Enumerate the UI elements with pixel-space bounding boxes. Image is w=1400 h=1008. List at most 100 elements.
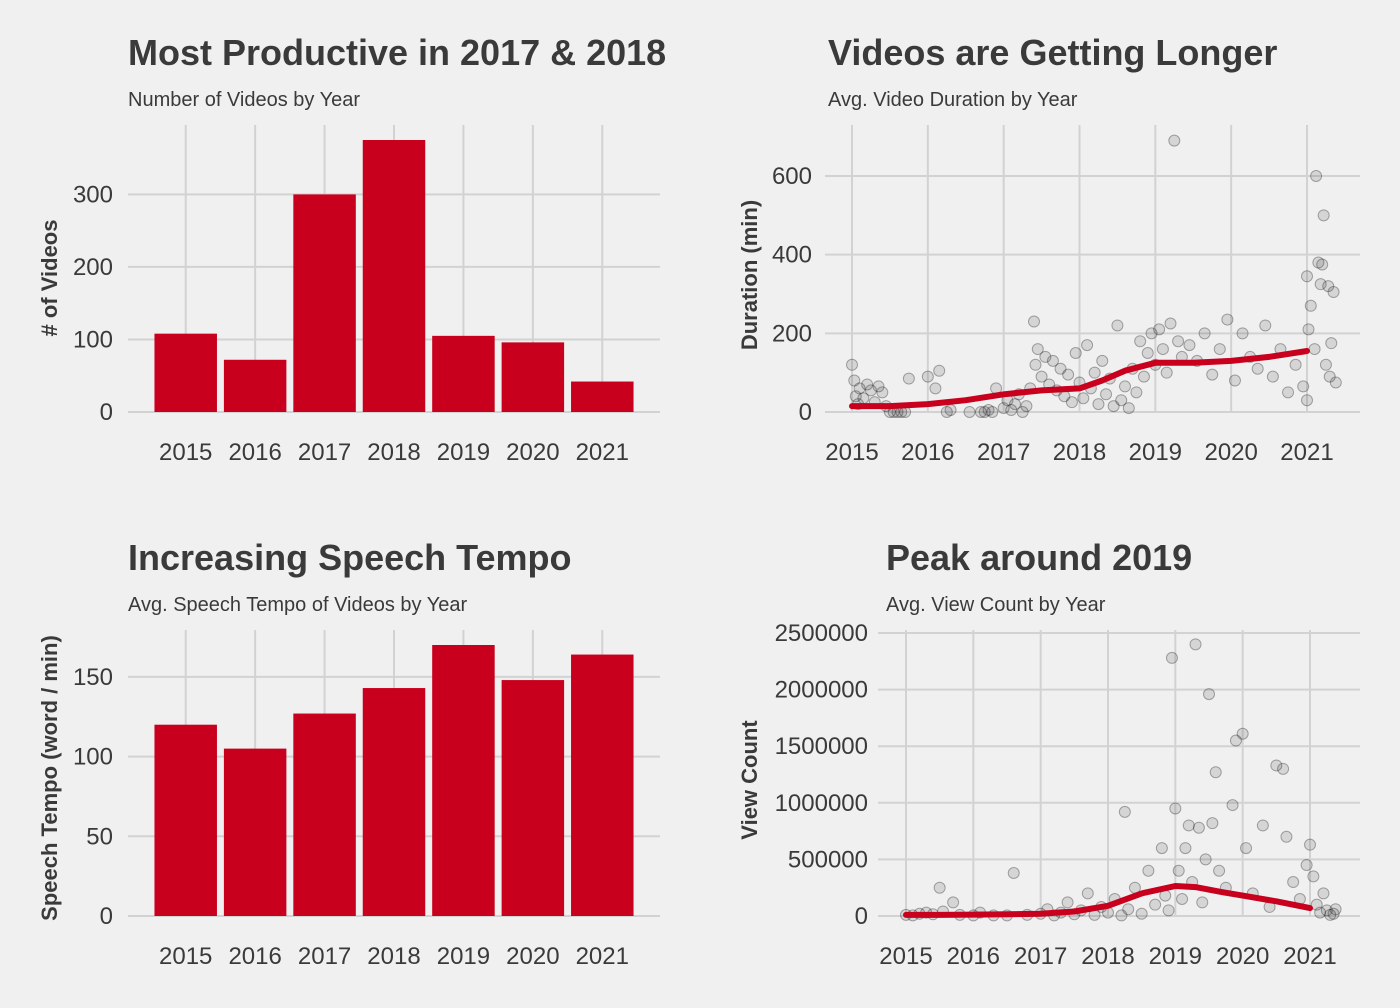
scatter-point — [1155, 842, 1168, 855]
scatter-point — [1327, 907, 1340, 920]
y-tick-label: 600 — [772, 163, 812, 190]
scatter-point — [1192, 821, 1205, 834]
scatter-point — [1329, 376, 1342, 389]
scatter-point — [1081, 339, 1094, 352]
scatter-point — [1183, 339, 1196, 352]
scatter-point — [1312, 256, 1325, 269]
scatter-point — [982, 404, 995, 417]
x-tick-label: 2020 — [506, 439, 559, 466]
y-axis-title: Speech Tempo (word / min) — [37, 635, 62, 921]
scatter-point — [1016, 406, 1029, 418]
video-duration-chart: Videos are Getting Longer Avg. Video Dur… — [737, 32, 1360, 466]
x-tick-label: 2018 — [1053, 439, 1106, 466]
bar-2021 — [571, 654, 634, 916]
scatter-point — [1297, 380, 1310, 393]
chart-subtitle: Avg. Speech Tempo of Videos by Year — [128, 594, 467, 616]
scatter-point — [1168, 134, 1181, 147]
scatter-point — [1134, 335, 1147, 348]
scatter-point — [1156, 343, 1169, 356]
scatter-point — [1280, 830, 1293, 843]
x-tick-label: 2019 — [437, 439, 490, 466]
chart-title: Most Productive in 2017 & 2018 — [128, 32, 666, 73]
scatter-point — [876, 386, 889, 399]
bar-2018 — [362, 688, 426, 916]
scatter-point — [1061, 896, 1074, 909]
x-tick-label: 2015 — [825, 439, 878, 466]
smooth-trend-line — [903, 883, 1313, 918]
x-tick-label: 2017 — [298, 943, 351, 970]
bar-2016 — [223, 359, 287, 412]
scatter-point — [1307, 870, 1320, 883]
bar-2019 — [432, 645, 495, 916]
x-tick-label: 2016 — [901, 439, 954, 466]
scatter-point — [1236, 327, 1249, 340]
scatter-point — [1130, 386, 1143, 399]
scatter-point — [1160, 366, 1173, 379]
y-tick-label: 0 — [100, 903, 113, 930]
x-tick-label: 2019 — [437, 943, 490, 970]
scatter-point — [1226, 799, 1239, 812]
scatter-point — [1301, 394, 1313, 407]
y-tick-label: 150 — [73, 664, 113, 691]
scatter-point — [1314, 906, 1327, 919]
bar-2017 — [293, 194, 356, 412]
scatter-point — [1256, 819, 1269, 832]
bar-2019 — [432, 335, 495, 412]
speech-tempo-chart: Increasing Speech Tempo Avg. Speech Temp… — [37, 537, 660, 970]
scatter-point — [1324, 908, 1337, 921]
scatter-point — [1035, 370, 1048, 383]
scatter-point — [1189, 638, 1202, 651]
scatter-point — [1007, 866, 1020, 879]
scatter-point — [1182, 819, 1195, 832]
scatter-point — [1107, 400, 1120, 413]
view-count-chart: Peak around 2019 Avg. View Count by Year… — [737, 537, 1360, 970]
scatter-point — [1115, 394, 1128, 407]
bar-2016 — [223, 748, 287, 916]
y-tick-label: 0 — [855, 903, 868, 930]
scatter-point — [872, 380, 885, 393]
x-tick-label: 2017 — [298, 439, 351, 466]
scatter-point — [1028, 315, 1040, 328]
scatter-point — [1135, 907, 1148, 920]
x-tick-label: 2020 — [1216, 943, 1269, 970]
scatter-point — [1062, 368, 1075, 381]
y-axis-title: Duration (min) — [737, 200, 762, 350]
scatter-point — [1199, 853, 1212, 866]
scatter-point — [849, 390, 862, 403]
scatter-point — [1172, 864, 1185, 877]
scatter-point — [1304, 299, 1317, 312]
scatter-point — [1164, 317, 1177, 330]
scatter-point — [947, 896, 960, 909]
x-tick-label: 2015 — [159, 439, 212, 466]
scatter-point — [848, 374, 861, 387]
scatter-point — [1169, 802, 1182, 815]
bar-2015 — [154, 333, 217, 412]
x-tick-label: 2019 — [1149, 943, 1202, 970]
scatter-point — [1325, 337, 1338, 350]
scatter-point — [1179, 842, 1192, 855]
scatter-point — [997, 402, 1010, 415]
scatter-point — [1141, 347, 1154, 359]
x-tick-label: 2021 — [1280, 439, 1333, 466]
scatter-point — [986, 406, 999, 418]
scatter-point — [1029, 358, 1042, 371]
scatter-point — [1213, 343, 1226, 356]
chart-subtitle: Avg. Video Duration by Year — [828, 89, 1078, 111]
x-tick-label: 2018 — [367, 439, 420, 466]
plot-area: 0 500000 1000000 1500000 2000000 2500000 2015 2… — [775, 620, 1360, 970]
chart-title: Videos are Getting Longer — [828, 32, 1277, 73]
scatter-point — [1329, 903, 1342, 916]
plot-area: 0 50 100 150 2015 2016 2017 2018 2019 2020 2021 — [73, 630, 660, 970]
x-tick-label: 2019 — [1129, 439, 1182, 466]
scatter-point — [1165, 651, 1178, 664]
x-tick-label: 2016 — [228, 439, 281, 466]
scatter-point — [1320, 904, 1333, 917]
x-tick-label: 2020 — [1204, 439, 1257, 466]
scatter-point — [1176, 893, 1189, 906]
scatter-point — [1115, 909, 1128, 922]
plot-area: 0 200 400 600 2015 2016 2017 2018 2019 2020 2021 — [772, 125, 1360, 466]
x-tick-label: 2021 — [576, 439, 629, 466]
scatter-point — [933, 364, 946, 377]
scatter-point — [1228, 374, 1241, 387]
scatter-point — [1122, 402, 1135, 415]
